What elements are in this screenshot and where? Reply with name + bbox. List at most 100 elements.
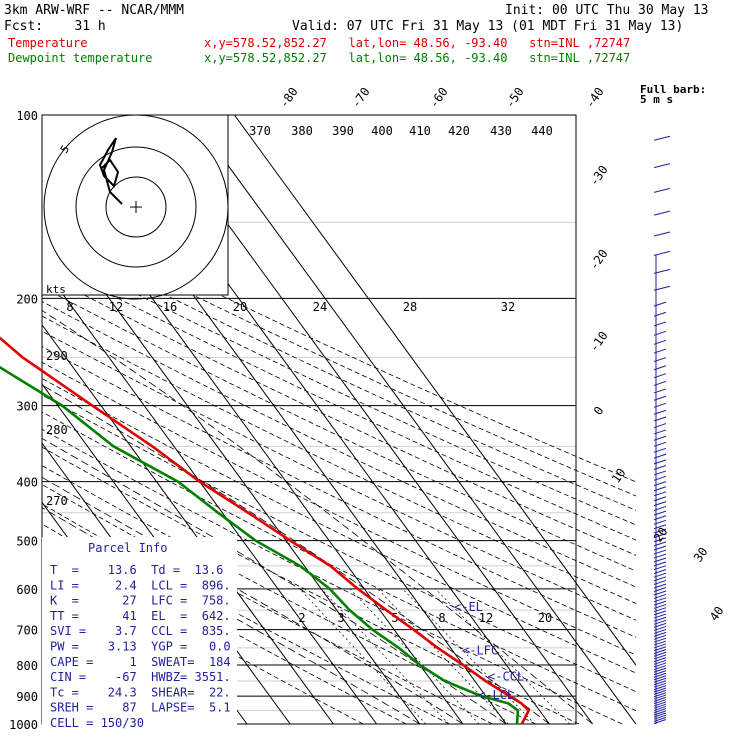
wind-barb <box>653 701 667 707</box>
parcel-box-bg <box>42 537 237 727</box>
wind-barb <box>653 486 667 492</box>
dry-adiabat <box>42 411 636 712</box>
dry-adiabat <box>42 361 636 656</box>
temperature-tick: -50 <box>503 85 527 111</box>
hodograph-units: kts <box>46 283 66 296</box>
wind-barb <box>653 640 667 646</box>
wind-barb <box>653 610 667 616</box>
profile-point <box>299 565 301 567</box>
mixing-ratio-label: 3 <box>337 611 344 625</box>
parcel-info-row: Tc = 24.3 SHEAR= 22. <box>50 685 231 699</box>
wind-barb <box>653 689 667 695</box>
wind-barb <box>653 453 667 459</box>
wind-barb <box>653 481 667 487</box>
wind-barb <box>653 330 667 336</box>
theta-label: 390 <box>332 124 354 138</box>
wind-barb <box>653 447 667 453</box>
wind-barb <box>653 380 667 386</box>
pressure-tick: 600 <box>16 583 38 597</box>
theta-label: 380 <box>291 124 313 138</box>
wind-barb <box>653 568 667 574</box>
wind-barb <box>653 616 667 622</box>
profile-point <box>254 539 257 542</box>
mixing-ratio-label: 5 <box>391 611 398 625</box>
profile-point <box>484 680 487 682</box>
profile-point <box>419 664 421 666</box>
wind-barb <box>653 416 667 422</box>
profile-point <box>217 512 219 514</box>
wind-barb <box>653 231 671 237</box>
profile-point <box>247 512 250 514</box>
wind-barb <box>653 692 667 698</box>
temperature-legend: Temperature <box>8 36 87 50</box>
dewpoint-profile <box>0 365 520 725</box>
wind-barb <box>653 210 671 216</box>
wind-barb <box>653 651 667 657</box>
dry-adiabat <box>42 258 636 541</box>
pressure-tick: 200 <box>16 292 38 306</box>
wind-barb <box>653 565 667 571</box>
parcel-info-row: CELL = 150/30 <box>50 716 144 730</box>
wind-barb <box>653 268 671 274</box>
dry-adiabat <box>42 315 636 604</box>
theta-label: 370 <box>249 124 271 138</box>
mixing-ratio-line <box>321 588 450 725</box>
wind-barb <box>653 672 667 678</box>
wind-barb <box>653 470 667 476</box>
wind-barb <box>653 339 667 345</box>
wind-barb <box>653 510 667 516</box>
wind-barb <box>653 285 671 291</box>
parcel-info-row: T = 13.6 Td = 13.6 <box>50 563 223 577</box>
temperature-profile <box>0 336 531 725</box>
dry-adiabat <box>42 428 623 725</box>
wind-barb <box>653 680 667 686</box>
pressure-tick: 1000 <box>9 718 38 732</box>
wind-barb <box>653 441 667 447</box>
wind-barb <box>653 687 667 693</box>
wind-barb <box>653 250 671 256</box>
wind-barb <box>653 533 667 538</box>
dry-adiabat <box>42 377 636 674</box>
isotherm <box>234 115 636 666</box>
hodograph-x-tick: 16 <box>163 300 177 314</box>
wind-barb <box>653 537 667 543</box>
temperature-tick: -80 <box>277 85 301 111</box>
wind-barb <box>653 459 667 465</box>
parcel-info-row: SVI = 3.7 CCL = 835. <box>50 624 231 638</box>
wind-barb <box>653 409 667 415</box>
wind-barb <box>653 163 671 169</box>
profile-point <box>516 723 518 725</box>
pressure-tick: 700 <box>16 624 38 638</box>
pressure-tick: 300 <box>16 400 38 414</box>
wind-barb <box>653 572 667 578</box>
pressure-tick: 900 <box>16 690 38 704</box>
wind-barb <box>653 637 667 643</box>
wind-barb <box>653 628 667 634</box>
wind-barb <box>653 712 667 718</box>
profile-point <box>112 445 115 448</box>
wind-barb <box>653 515 667 521</box>
pressure-tick: 400 <box>16 476 38 490</box>
wind-barb <box>653 402 667 408</box>
temperature-tick: -70 <box>349 85 373 111</box>
profile-point <box>177 480 179 483</box>
sounding-profiles: <-EL <-LFC <-CCL <-LCL <box>0 336 531 725</box>
temperature-tick: -20 <box>587 247 611 273</box>
temperature-tick: 20 <box>651 525 671 545</box>
wind-barb <box>653 301 667 307</box>
temperature-tick: 0 <box>591 404 607 418</box>
isotherm <box>190 115 636 725</box>
wind-barb <box>653 187 671 193</box>
wind-barb <box>653 597 667 603</box>
dewpoint-legend: Dewpoint temperature <box>8 51 153 65</box>
theta-label: 420 <box>448 124 470 138</box>
dry-adiabat <box>42 231 636 511</box>
hodograph-x-tick: 28 <box>403 300 417 314</box>
temperature-tick: -10 <box>587 329 611 355</box>
wind-barb <box>653 677 667 683</box>
parcel-level-label: <-LFC <box>462 644 498 658</box>
wind-barb <box>653 708 667 714</box>
profile-point <box>443 680 446 682</box>
wind-barb <box>653 501 667 507</box>
wind-barb <box>653 135 671 141</box>
